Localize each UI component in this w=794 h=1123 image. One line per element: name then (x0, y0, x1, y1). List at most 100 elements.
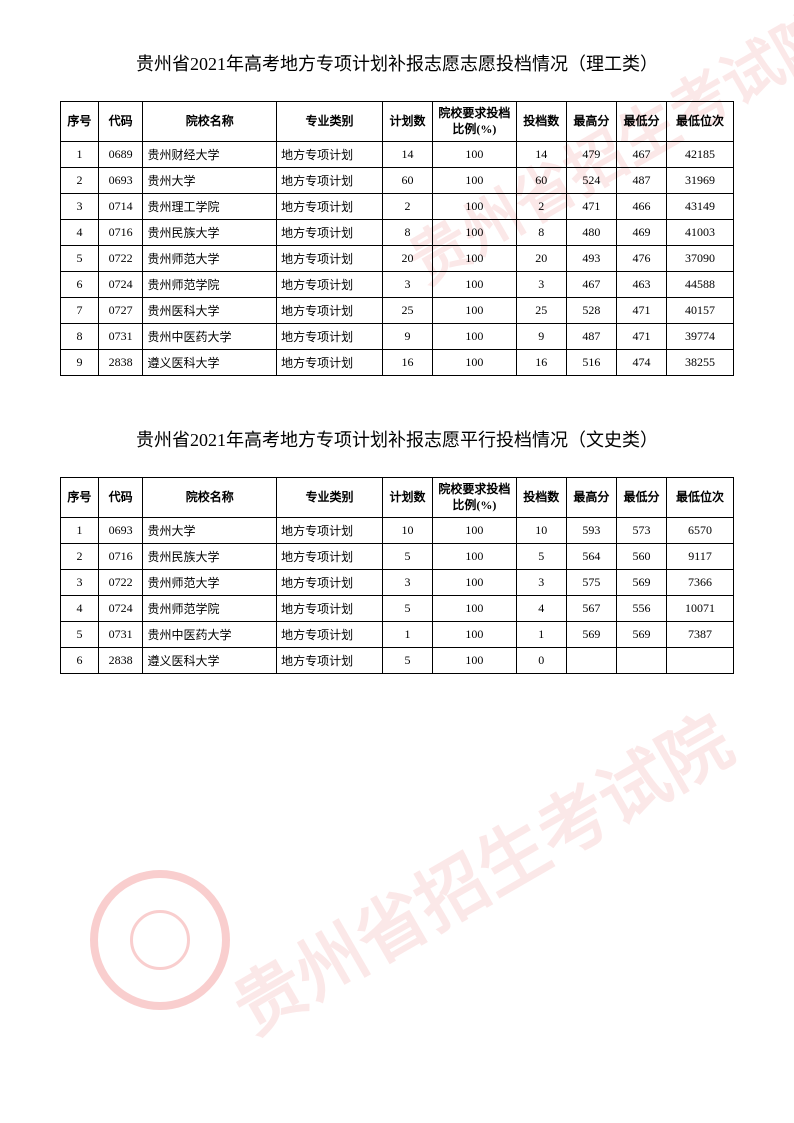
table1-header-row: 序号 代码 院校名称 专业类别 计划数 院校要求投档比例(%) 投档数 最高分 … (61, 102, 734, 142)
cell-code: 0724 (98, 272, 143, 298)
cell-plan: 10 (382, 518, 432, 544)
cell-plan: 5 (382, 648, 432, 674)
cell-high: 479 (566, 142, 616, 168)
cell-low: 560 (616, 544, 666, 570)
cell-code: 0693 (98, 168, 143, 194)
cell-plan: 20 (382, 246, 432, 272)
cell-major: 地方专项计划 (277, 570, 383, 596)
table-row: 40716贵州民族大学地方专项计划8100848046941003 (61, 220, 734, 246)
header-seq: 序号 (61, 478, 99, 518)
cell-major: 地方专项计划 (277, 648, 383, 674)
cell-major: 地方专项计划 (277, 622, 383, 648)
cell-school: 贵州中医药大学 (143, 622, 277, 648)
cell-count: 8 (516, 220, 566, 246)
cell-school: 贵州师范大学 (143, 570, 277, 596)
cell-major: 地方专项计划 (277, 324, 383, 350)
cell-count: 3 (516, 272, 566, 298)
table-row: 62838遵义医科大学地方专项计划51000 (61, 648, 734, 674)
cell-rank: 37090 (667, 246, 734, 272)
cell-low: 471 (616, 298, 666, 324)
cell-rank: 42185 (667, 142, 734, 168)
table1: 序号 代码 院校名称 专业类别 计划数 院校要求投档比例(%) 投档数 最高分 … (60, 101, 734, 376)
cell-rank: 40157 (667, 298, 734, 324)
cell-major: 地方专项计划 (277, 518, 383, 544)
header-count: 投档数 (516, 478, 566, 518)
header-plan: 计划数 (382, 102, 432, 142)
table-row: 20693贵州大学地方专项计划601006052448731969 (61, 168, 734, 194)
header-high: 最高分 (566, 102, 616, 142)
cell-plan: 9 (382, 324, 432, 350)
cell-low: 471 (616, 324, 666, 350)
cell-major: 地方专项计划 (277, 220, 383, 246)
cell-high: 480 (566, 220, 616, 246)
table-row: 10693贵州大学地方专项计划10100105935736570 (61, 518, 734, 544)
cell-major: 地方专项计划 (277, 194, 383, 220)
watermark-text: 贵州省招生考试院 (212, 687, 747, 1054)
cell-count: 10 (516, 518, 566, 544)
cell-high: 487 (566, 324, 616, 350)
cell-rank: 43149 (667, 194, 734, 220)
header-seq: 序号 (61, 102, 99, 142)
cell-plan: 14 (382, 142, 432, 168)
header-ratio: 院校要求投档比例(%) (433, 102, 517, 142)
cell-code: 2838 (98, 350, 143, 376)
cell-code: 0731 (98, 324, 143, 350)
cell-major: 地方专项计划 (277, 298, 383, 324)
cell-seq: 2 (61, 544, 99, 570)
cell-rank: 39774 (667, 324, 734, 350)
cell-high: 516 (566, 350, 616, 376)
cell-school: 遵义医科大学 (143, 648, 277, 674)
cell-rank: 10071 (667, 596, 734, 622)
cell-ratio: 100 (433, 648, 517, 674)
cell-rank: 38255 (667, 350, 734, 376)
cell-school: 贵州师范大学 (143, 246, 277, 272)
cell-high (566, 648, 616, 674)
cell-school: 贵州师范学院 (143, 596, 277, 622)
header-code: 代码 (98, 478, 143, 518)
cell-count: 9 (516, 324, 566, 350)
table-row: 50731贵州中医药大学地方专项计划110015695697387 (61, 622, 734, 648)
cell-count: 3 (516, 570, 566, 596)
cell-high: 471 (566, 194, 616, 220)
cell-code: 0731 (98, 622, 143, 648)
cell-rank: 31969 (667, 168, 734, 194)
cell-ratio: 100 (433, 194, 517, 220)
cell-low: 469 (616, 220, 666, 246)
cell-code: 0724 (98, 596, 143, 622)
cell-count: 1 (516, 622, 566, 648)
cell-low: 463 (616, 272, 666, 298)
cell-low: 466 (616, 194, 666, 220)
cell-low: 569 (616, 570, 666, 596)
table1-title: 贵州省2021年高考地方专项计划补报志愿志愿投档情况（理工类） (60, 50, 734, 76)
table-row: 92838遵义医科大学地方专项计划161001651647438255 (61, 350, 734, 376)
cell-low: 556 (616, 596, 666, 622)
cell-seq: 8 (61, 324, 99, 350)
cell-seq: 9 (61, 350, 99, 376)
header-count: 投档数 (516, 102, 566, 142)
cell-ratio: 100 (433, 272, 517, 298)
cell-seq: 1 (61, 518, 99, 544)
cell-code: 0693 (98, 518, 143, 544)
page-content: 贵州省2021年高考地方专项计划补报志愿志愿投档情况（理工类） 序号 代码 院校… (0, 0, 794, 724)
table-row: 80731贵州中医药大学地方专项计划9100948747139774 (61, 324, 734, 350)
header-low: 最低分 (616, 478, 666, 518)
cell-high: 467 (566, 272, 616, 298)
header-plan: 计划数 (382, 478, 432, 518)
table-row: 20716贵州民族大学地方专项计划510055645609117 (61, 544, 734, 570)
cell-seq: 2 (61, 168, 99, 194)
cell-code: 0716 (98, 544, 143, 570)
cell-major: 地方专项计划 (277, 596, 383, 622)
cell-ratio: 100 (433, 168, 517, 194)
cell-ratio: 100 (433, 246, 517, 272)
cell-plan: 25 (382, 298, 432, 324)
header-code: 代码 (98, 102, 143, 142)
cell-rank (667, 648, 734, 674)
cell-ratio: 100 (433, 596, 517, 622)
table2-header-row: 序号 代码 院校名称 专业类别 计划数 院校要求投档比例(%) 投档数 最高分 … (61, 478, 734, 518)
cell-school: 贵州师范学院 (143, 272, 277, 298)
cell-plan: 16 (382, 350, 432, 376)
cell-code: 0727 (98, 298, 143, 324)
table-row: 40724贵州师范学院地方专项计划5100456755610071 (61, 596, 734, 622)
cell-count: 25 (516, 298, 566, 324)
cell-count: 20 (516, 246, 566, 272)
